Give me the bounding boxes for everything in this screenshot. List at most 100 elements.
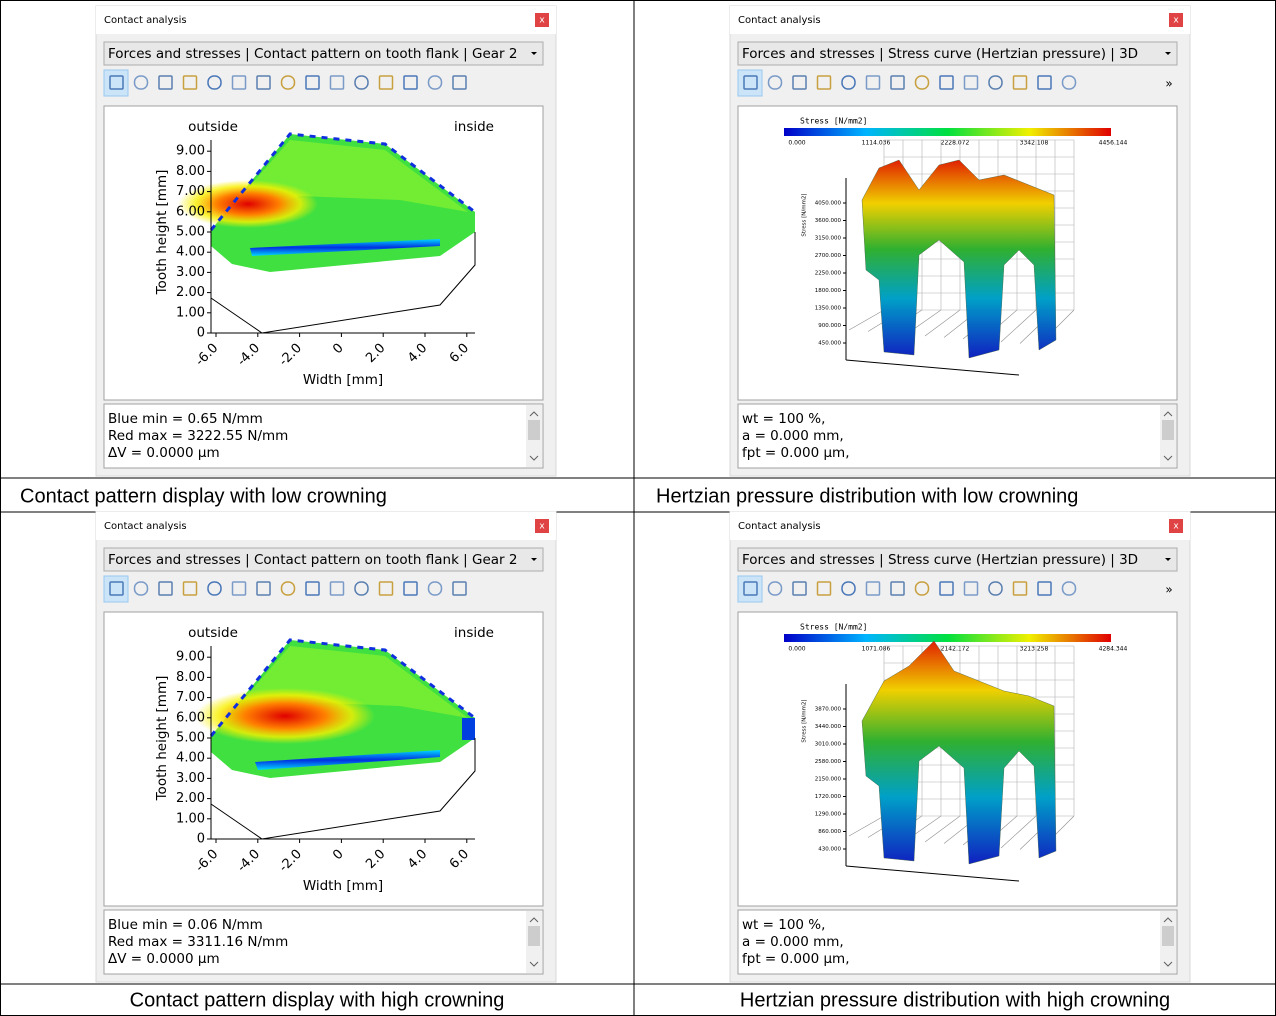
tool-icon[interactable] xyxy=(354,581,369,596)
close-button[interactable] xyxy=(1169,519,1183,533)
tool-icon[interactable] xyxy=(305,75,320,90)
dropdown-label: Forces and stresses | Stress curve (Hert… xyxy=(742,552,1138,568)
z-tick-label: 900.000 xyxy=(818,323,841,329)
dropdown-label: Forces and stresses | Contact pattern on… xyxy=(108,552,517,568)
scroll-thumb[interactable] xyxy=(528,420,540,440)
tool-icon[interactable] xyxy=(378,75,394,90)
scroll-thumb[interactable] xyxy=(528,926,540,946)
y-tick-label: 5.00 xyxy=(176,225,205,240)
tool-icon[interactable] xyxy=(914,75,930,90)
info-line: a = 0.000 mm, xyxy=(742,428,844,444)
tool-icon[interactable] xyxy=(427,75,443,90)
close-button[interactable] xyxy=(1169,13,1183,27)
tool-icon[interactable] xyxy=(329,581,345,596)
tool-icon[interactable] xyxy=(280,75,296,90)
dropdown[interactable] xyxy=(737,41,1178,66)
tool-selected xyxy=(737,575,763,603)
screenshot-cell: Contact analysis x Forces and stresses | C… xyxy=(95,511,557,983)
z-tick-label: 1350.000 xyxy=(815,306,842,312)
tool-icon[interactable] xyxy=(1012,581,1028,596)
tool-icon[interactable] xyxy=(865,75,881,90)
tool-icon[interactable] xyxy=(841,75,856,90)
tool-icon[interactable] xyxy=(792,75,807,90)
tool-icon[interactable] xyxy=(231,581,247,596)
tool-icon[interactable] xyxy=(231,75,247,90)
tool-icon[interactable] xyxy=(207,75,222,90)
caption: Hertzian pressure distribution with low … xyxy=(656,485,1078,507)
stress-surface xyxy=(861,159,1057,359)
tool-icon[interactable] xyxy=(280,581,296,596)
tool-icon[interactable] xyxy=(256,581,271,596)
x-axis xyxy=(845,865,1020,882)
toolbar-more[interactable]: » xyxy=(1165,583,1172,597)
tool-icon[interactable] xyxy=(841,581,856,596)
toolbar-more[interactable]: » xyxy=(1165,77,1172,91)
tool-icon[interactable] xyxy=(133,75,149,90)
tool-icon[interactable] xyxy=(792,581,807,596)
y-tick-label: 7.00 xyxy=(176,690,205,705)
caption: Contact pattern display with low crownin… xyxy=(20,485,387,507)
title-bar xyxy=(96,512,556,540)
close-button[interactable] xyxy=(535,519,549,533)
tool-icon[interactable] xyxy=(354,75,369,90)
tool-icon[interactable] xyxy=(890,581,905,596)
scroll-thumb[interactable] xyxy=(1162,420,1174,440)
tool-icon[interactable] xyxy=(403,581,418,596)
info-line: Blue min = 0.06 N/mm xyxy=(108,917,263,933)
tool-icon[interactable] xyxy=(743,75,758,90)
scroll-up xyxy=(529,411,539,417)
tool-icon[interactable] xyxy=(182,75,198,90)
tool-icon[interactable] xyxy=(305,581,320,596)
side-label: outside xyxy=(188,119,238,135)
tool-icon[interactable] xyxy=(158,75,173,90)
z-tick-label: 3870.000 xyxy=(815,707,842,713)
x-axis-label: Width [mm] xyxy=(303,372,383,388)
tool-icon[interactable] xyxy=(1061,75,1077,90)
tool-icon[interactable] xyxy=(207,581,222,596)
tool-icon[interactable] xyxy=(816,75,832,90)
tool-icon[interactable] xyxy=(1012,75,1028,90)
dropdown[interactable] xyxy=(103,41,544,66)
tool-icon[interactable] xyxy=(743,581,758,596)
tool-icon[interactable] xyxy=(403,75,418,90)
tool-icon[interactable] xyxy=(1037,581,1052,596)
info-line: a = 0.000 mm, xyxy=(742,934,844,950)
scroll-up xyxy=(1163,411,1173,417)
scroll-thumb[interactable] xyxy=(1162,926,1174,946)
tool-icon[interactable] xyxy=(988,581,1003,596)
tool-icon[interactable] xyxy=(963,75,979,90)
tool-icon[interactable] xyxy=(329,75,345,90)
tool-icon[interactable] xyxy=(963,581,979,596)
tool-icon[interactable] xyxy=(890,75,905,90)
tool-icon[interactable] xyxy=(914,581,930,596)
tool-icon[interactable] xyxy=(158,581,173,596)
tool-icon[interactable] xyxy=(988,75,1003,90)
z-tick-label: 2250.000 xyxy=(815,271,842,277)
colorbar xyxy=(784,634,1111,642)
grid-line xyxy=(924,309,961,337)
dropdown[interactable] xyxy=(737,547,1178,572)
tool-icon[interactable] xyxy=(939,75,954,90)
tool-icon[interactable] xyxy=(378,581,394,596)
tool-icon[interactable] xyxy=(109,75,124,90)
info-line: Blue min = 0.65 N/mm xyxy=(108,411,263,427)
dropdown[interactable] xyxy=(103,547,544,572)
tool-icon[interactable] xyxy=(767,75,783,90)
tool-icon[interactable] xyxy=(109,581,124,596)
tool-icon[interactable] xyxy=(865,581,881,596)
colorbar-label: 1114.036 xyxy=(862,140,891,147)
tool-icon[interactable] xyxy=(452,75,467,90)
tool-icon[interactable] xyxy=(767,581,783,596)
close-label: x xyxy=(1173,16,1179,26)
tool-icon[interactable] xyxy=(133,581,149,596)
tool-icon[interactable] xyxy=(182,581,198,596)
tool-icon[interactable] xyxy=(1061,581,1077,596)
tool-icon[interactable] xyxy=(939,581,954,596)
close-button[interactable] xyxy=(535,13,549,27)
y-tick-label: 9.00 xyxy=(176,650,205,665)
tool-icon[interactable] xyxy=(452,581,467,596)
tool-icon[interactable] xyxy=(427,581,443,596)
tool-icon[interactable] xyxy=(1037,75,1052,90)
tool-icon[interactable] xyxy=(816,581,832,596)
tool-icon[interactable] xyxy=(256,75,271,90)
